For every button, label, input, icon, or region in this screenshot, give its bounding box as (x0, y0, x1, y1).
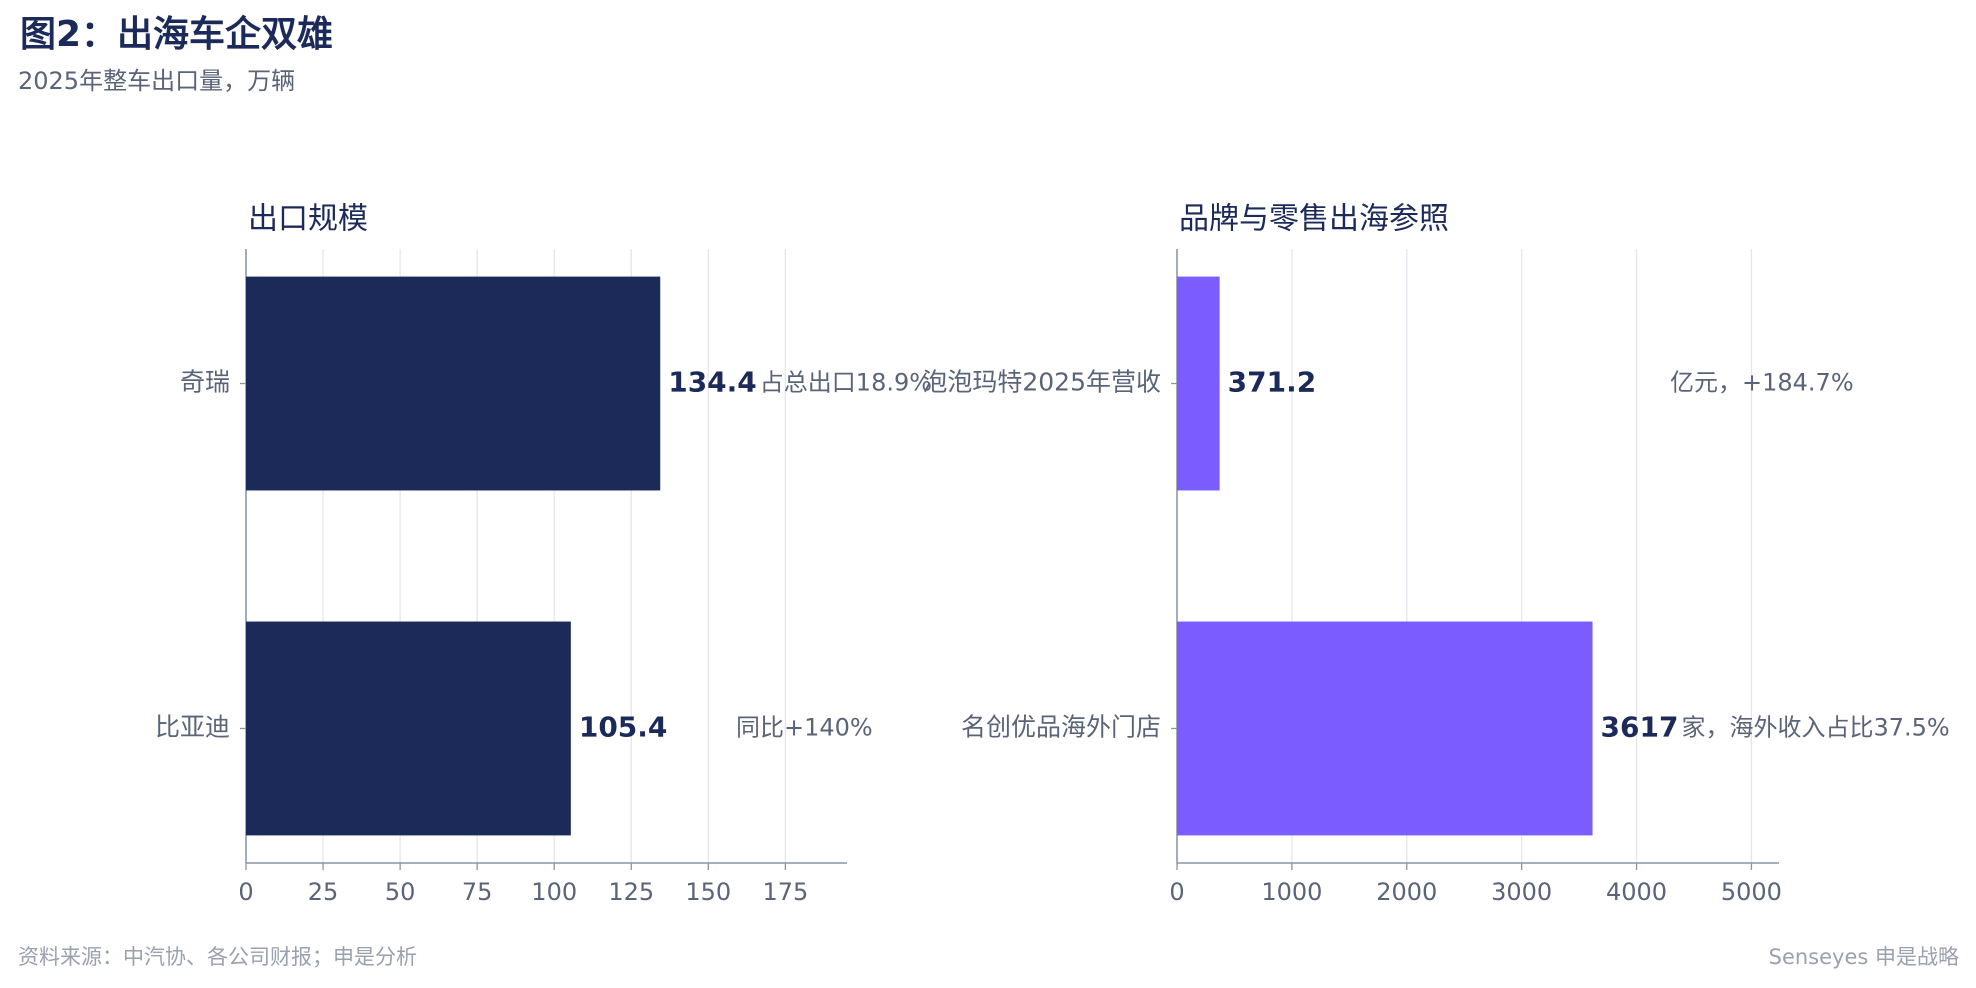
x-tick-label: 75 (462, 878, 493, 906)
value-label: 3617 (1601, 710, 1679, 743)
x-tick-label: 2000 (1376, 878, 1437, 906)
brand: Senseyes 申是战略 (1769, 945, 1959, 969)
panel-title: 出口规模 (248, 202, 368, 237)
x-tick-label: 125 (608, 878, 654, 906)
x-tick-label: 150 (685, 878, 731, 906)
x-tick-label: 3000 (1491, 878, 1552, 906)
bar (246, 276, 661, 491)
bar (1177, 621, 1593, 836)
bar (1177, 276, 1220, 491)
x-tick-label: 5000 (1721, 878, 1782, 906)
x-tick-label: 4000 (1606, 878, 1667, 906)
y-tick-label: 名创优品海外门店 (961, 712, 1161, 741)
value-label: 134.4 (668, 366, 757, 399)
y-tick-label: 泡泡玛特2025年营收 (922, 368, 1161, 397)
value-label: 371.2 (1228, 366, 1317, 399)
source: 资料来源：中汽协、各公司财报；申是分析 (18, 945, 417, 969)
annotation: 亿元，+184.7% (1670, 369, 1854, 397)
x-tick-label: 50 (385, 878, 416, 906)
annotation: 同比+140% (736, 713, 873, 741)
panel-title: 品牌与零售出海参照 (1179, 202, 1449, 237)
x-tick-label: 100 (531, 878, 577, 906)
x-tick-label: 1000 (1261, 878, 1322, 906)
x-tick-label: 0 (1169, 878, 1184, 906)
y-tick-label: 奇瑞 (180, 368, 230, 397)
x-tick-label: 25 (308, 878, 339, 906)
annotation: 家，海外收入占比37.5% (1681, 713, 1949, 741)
page-title: 图2：出海车企双雄 (20, 13, 333, 55)
x-tick-label: 0 (238, 878, 253, 906)
subtitle: 2025年整车出口量，万辆 (18, 67, 295, 95)
y-tick-label: 比亚迪 (155, 712, 230, 741)
bar (246, 621, 571, 836)
value-label: 105.4 (579, 710, 668, 743)
annotation: 占总出口18.9% (760, 369, 932, 397)
x-tick-label: 175 (762, 878, 808, 906)
